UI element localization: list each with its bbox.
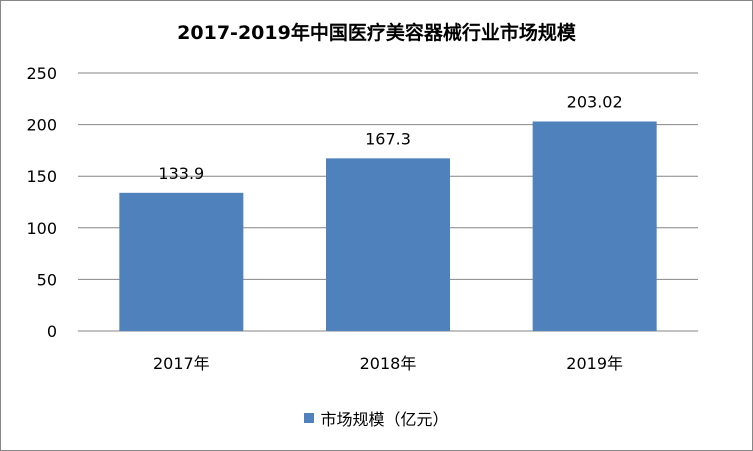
y-tick-label-1: 50	[37, 270, 57, 289]
x-tick-label-2: 2019年	[566, 354, 623, 373]
bar-1	[326, 158, 450, 331]
legend-label: 市场规模（亿元）	[320, 410, 449, 429]
chart-legend: 市场规模（亿元）	[0, 406, 753, 430]
y-tick-label-3: 150	[26, 167, 57, 186]
y-tick-label-4: 200	[26, 116, 57, 135]
x-tick-label-1: 2018年	[360, 354, 417, 373]
data-label-1: 167.3	[365, 129, 411, 148]
y-tick-label-5: 250	[26, 64, 57, 83]
legend-swatch	[304, 413, 315, 423]
y-tick-label-2: 100	[26, 219, 57, 238]
chart-title: 2017-2019年中国医疗美容器械行业市场规模	[177, 22, 576, 44]
data-label-2: 203.02	[567, 92, 623, 111]
data-label-0: 133.9	[158, 164, 204, 183]
bar-2	[532, 121, 657, 331]
bar-0	[119, 192, 244, 331]
x-tick-label-0: 2017年	[153, 354, 210, 373]
y-tick-label-0: 0	[47, 322, 57, 341]
